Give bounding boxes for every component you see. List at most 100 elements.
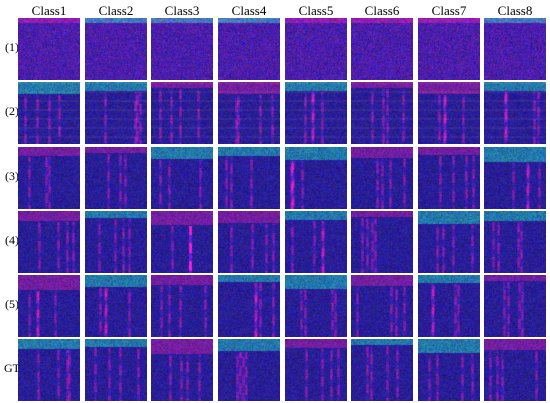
spectrogram-tile [484,339,546,401]
spectrogram-tile [18,147,80,209]
spectrogram-image [85,339,147,401]
spectrogram-image [484,275,546,337]
spectrogram-tile [85,211,147,273]
spectrogram-image [85,18,147,80]
spectrogram-tile [18,339,80,401]
spectrogram-image [418,211,480,273]
row-label: (2) [5,104,19,118]
spectrogram-image [85,275,147,337]
spectrogram-tile [484,275,546,337]
spectrogram-image [484,147,546,209]
spectrogram-tile [285,211,347,273]
spectrogram-tile [85,147,147,209]
spectrogram-image [418,339,480,401]
spectrogram-image [218,211,280,273]
spectrogram-image [351,18,413,80]
spectrogram-image [285,275,347,337]
spectrogram-tile [18,18,80,80]
spectrogram-tile [285,339,347,401]
spectrogram-image [151,147,213,209]
spectrogram-image [351,147,413,209]
spectrogram-image [351,82,413,144]
spectrogram-image [218,147,280,209]
spectrogram-tile [218,18,280,80]
spectrogram-tile [85,82,147,144]
spectrogram-tile [351,339,413,401]
spectrogram-image [285,339,347,401]
spectrogram-tile [285,147,347,209]
spectrogram-tile [218,211,280,273]
spectrogram-image [18,275,80,337]
spectrogram-tile [151,147,213,209]
spectrogram-image [18,18,80,80]
spectrogram-tile [285,275,347,337]
spectrogram-tile [85,339,147,401]
spectrogram-tile [351,82,413,144]
spectrogram-tile [484,147,546,209]
spectrogram-image [85,82,147,144]
spectrogram-tile [151,339,213,401]
spectrogram-tile [151,275,213,337]
row-label: (5) [5,297,19,311]
spectrogram-tile [418,147,480,209]
spectrogram-image [151,18,213,80]
spectrogram-image [218,275,280,337]
spectrogram-tile [351,18,413,80]
spectrogram-tile [484,82,546,144]
spectrogram-image [418,275,480,337]
spectrogram-tile [285,18,347,80]
spectrogram-image [285,82,347,144]
spectrogram-image [151,82,213,144]
spectrogram-tile [285,82,347,144]
spectrogram-tile [218,82,280,144]
spectrogram-tile [418,339,480,401]
spectrogram-image [484,211,546,273]
row-label: (3) [5,169,19,183]
spectrogram-image [484,82,546,144]
spectrogram-tile [484,211,546,273]
spectrogram-tile [18,211,80,273]
spectrogram-image [351,339,413,401]
spectrogram-tile [418,18,480,80]
spectrogram-image [18,147,80,209]
column-header-class6: Class6 [364,3,400,18]
spectrogram-tile [351,275,413,337]
spectrogram-image [151,211,213,273]
spectrogram-tile [218,275,280,337]
spectrogram-image [218,18,280,80]
column-header-class7: Class7 [431,3,467,18]
spectrogram-tile [418,275,480,337]
spectrogram-image [218,339,280,401]
spectrogram-image [418,82,480,144]
column-header-class2: Class2 [98,3,134,18]
spectrogram-tile [418,211,480,273]
row-label: GT [4,361,20,375]
spectrogram-tile [18,82,80,144]
spectrogram-tile [484,18,546,80]
spectrogram-image [85,211,147,273]
spectrogram-image [18,211,80,273]
spectrogram-image [285,18,347,80]
column-header-class5: Class5 [298,3,334,18]
spectrogram-tile [151,18,213,80]
column-header-class8: Class8 [497,3,533,18]
column-header-class3: Class3 [164,3,200,18]
spectrogram-image [484,339,546,401]
spectrogram-image [285,211,347,273]
spectrogram-image [151,339,213,401]
spectrogram-tile [151,82,213,144]
column-header-class1: Class1 [31,3,67,18]
spectrogram-image [418,147,480,209]
column-header-class4: Class4 [231,3,267,18]
spectrogram-tile [218,147,280,209]
spectrogram-image [18,82,80,144]
spectrogram-tile [418,82,480,144]
spectrogram-image [351,211,413,273]
spectrogram-tile [85,275,147,337]
spectrogram-image [351,275,413,337]
spectrogram-tile [351,211,413,273]
spectrogram-tile [218,339,280,401]
spectrogram-image [285,147,347,209]
spectrogram-image [85,147,147,209]
